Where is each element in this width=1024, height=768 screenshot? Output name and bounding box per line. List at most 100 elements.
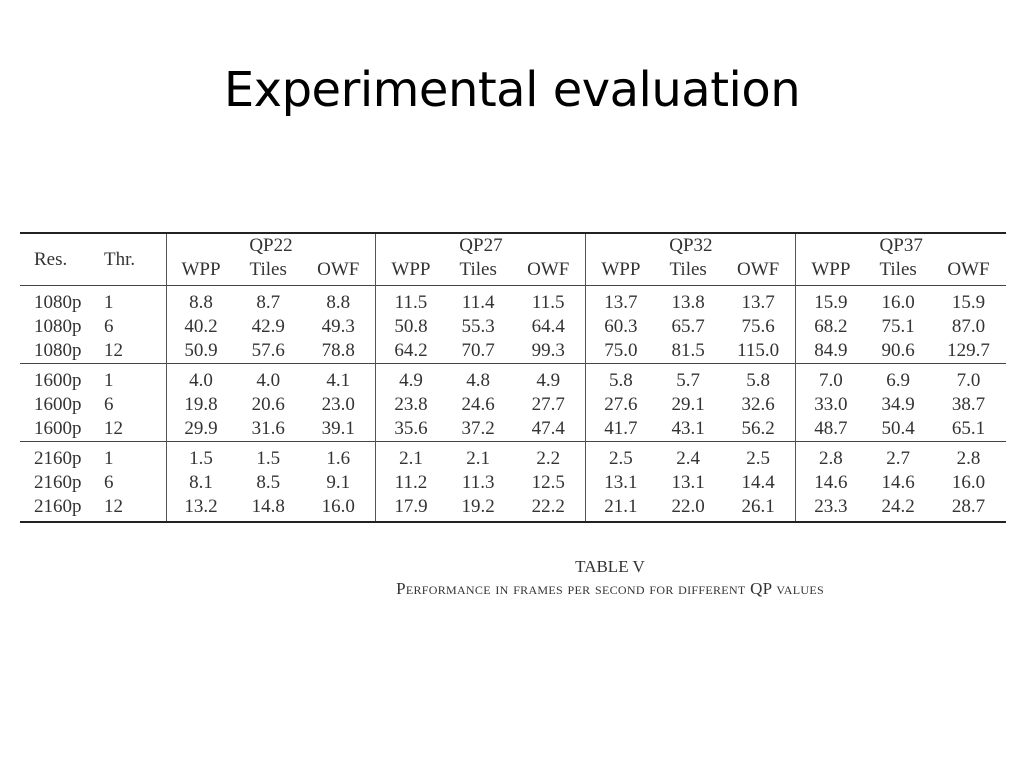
table-cell: 6.9 — [865, 363, 931, 393]
table-cell: 16.0 — [300, 495, 376, 523]
table-cell: 27.6 — [585, 393, 656, 417]
table-cell: 13.7 — [585, 285, 656, 315]
table-cell: 26.1 — [720, 495, 796, 523]
header-res: Res. — [20, 232, 104, 286]
table-cell: 35.6 — [375, 417, 446, 442]
table-cell: 2.2 — [510, 441, 586, 471]
table-cell: 33.0 — [795, 393, 866, 417]
table-cell: 115.0 — [737, 340, 780, 361]
table-cell: 19.2 — [445, 495, 511, 523]
cell-resolution: 1080p — [34, 340, 82, 361]
table-cell: 99.3 — [531, 340, 565, 361]
table-row: 2160p 1 1.5 1.5 1.6 2.1 2.1 2.2 2.5 2.4 2.5 2.8 2.7 2… — [20, 441, 1006, 471]
table-cell: 21.1 — [585, 495, 656, 523]
table-cell: 12.5 — [531, 472, 565, 493]
table-cell: 39.1 — [321, 418, 355, 439]
table-cell: 29.1 — [671, 394, 705, 415]
header-thr: Thr. — [104, 232, 166, 286]
table-cell: 43.1 — [671, 418, 705, 439]
table-cell: 56.2 — [741, 418, 775, 439]
table-cell: 23.0 — [321, 394, 355, 415]
table-cell: 14.8 — [235, 495, 301, 523]
header-subrow: WPP Tiles OWF WPP Tiles OWF WPP Tiles OWF WPP Tile… — [20, 258, 1006, 286]
table-cell: 50.4 — [881, 418, 915, 439]
table-caption-text: Performance in frames per second for dif… — [396, 579, 824, 598]
table-cell: 9.1 — [326, 472, 351, 493]
cell-resolution: 1600p — [34, 394, 82, 415]
table-cell: 15.9 — [795, 285, 866, 315]
table-cell: 1.5 — [165, 441, 236, 471]
table-cell: 49.3 — [321, 316, 355, 337]
cell-threads: 12 — [104, 495, 166, 523]
table-cell: 8.7 — [235, 285, 301, 315]
header-sub-owf: OWF — [317, 259, 360, 280]
header-sub-wpp: WPP — [165, 258, 236, 286]
table-cell: 2.8 — [930, 441, 1006, 471]
table-row: 1080p 6 40.2 42.9 49.3 50.8 55.3 64.4 60.3 65.7 75… — [20, 315, 1006, 339]
table-cell: 47.4 — [531, 418, 565, 439]
cell-resolution: 1600p — [34, 418, 82, 439]
cell-threads: 1 — [104, 441, 166, 471]
table-cell: 11.5 — [510, 285, 586, 315]
table-cell: 7.0 — [795, 363, 866, 393]
header-qp-group: QP37 — [795, 232, 1006, 258]
table-cell: 27.7 — [531, 394, 565, 415]
table-cell: 11.3 — [461, 472, 495, 493]
table-cell: 8.8 — [300, 285, 376, 315]
header-sub-tiles: Tiles — [879, 259, 917, 280]
table-cell: 4.9 — [375, 363, 446, 393]
table-cell: 13.2 — [165, 495, 236, 523]
table-cell: 24.2 — [865, 495, 931, 523]
table-cell: 38.7 — [951, 394, 986, 415]
table-cell: 23.3 — [795, 495, 866, 523]
table-cell: 16.0 — [951, 472, 986, 493]
table-cell: 2.8 — [795, 441, 866, 471]
header-sub-tiles: Tiles — [459, 259, 497, 280]
table-cell: 22.2 — [510, 495, 586, 523]
table-cell: 42.9 — [251, 316, 285, 337]
header-sub-owf: OWF — [737, 259, 780, 280]
cell-threads: 1 — [104, 285, 166, 315]
table-label: TABLE V — [575, 557, 645, 576]
table-cell: 2.5 — [585, 441, 656, 471]
table-cell: 8.8 — [165, 285, 236, 315]
table-cell: 5.8 — [720, 363, 796, 393]
table-row: 1080p 12 50.9 57.6 78.8 64.2 70.7 99.3 75.0 81.5 1… — [20, 339, 1006, 364]
table-cell: 32.6 — [741, 394, 775, 415]
table-row: 2160p 12 13.2 14.8 16.0 17.9 19.2 22.2 21.1 22.0 2… — [20, 495, 1006, 523]
table-cell: 4.0 — [235, 363, 301, 393]
header-sub-owf: OWF — [527, 259, 570, 280]
table-cell: 129.7 — [947, 340, 990, 361]
cell-threads: 12 — [104, 340, 123, 361]
table-cell: 1.5 — [235, 441, 301, 471]
table-cell: 15.9 — [930, 285, 1006, 315]
table-row: 1600p 12 29.9 31.6 39.1 35.6 37.2 47.4 41.7 43.1 5… — [20, 417, 1006, 442]
table-row: 1600p 1 4.0 4.0 4.1 4.9 4.8 4.9 5.8 5.7 5.8 7.0 6.9 7… — [20, 363, 1006, 393]
table-cell: 4.9 — [510, 363, 586, 393]
header-qp-group: QP32 — [585, 232, 796, 258]
performance-table: Res. Thr. QP22 QP27 QP32 QP37 WPP Tiles OWF WPP Ti… — [20, 232, 1006, 523]
cell-resolution: 1080p — [20, 285, 104, 315]
table-cell: 2.1 — [375, 441, 446, 471]
table-cell: 81.5 — [671, 340, 705, 361]
table-cell: 40.2 — [165, 315, 236, 339]
table-cell: 11.2 — [375, 471, 446, 495]
table-caption: TABLE V Performance in frames per second… — [230, 556, 990, 600]
slide-title: Experimental evaluation — [223, 62, 801, 118]
header-sub-tiles: Tiles — [669, 259, 707, 280]
table-cell: 7.0 — [930, 363, 1006, 393]
table-cell: 11.4 — [445, 285, 511, 315]
table-cell: 64.4 — [531, 316, 565, 337]
table-cell: 13.8 — [655, 285, 721, 315]
table-cell: 4.8 — [445, 363, 511, 393]
table-cell: 5.8 — [585, 363, 656, 393]
header-sub-wpp: WPP — [375, 258, 446, 286]
table-cell: 37.2 — [461, 418, 495, 439]
header-sub-tiles: Tiles — [249, 259, 287, 280]
table-cell: 55.3 — [461, 316, 495, 337]
table-row: 1080p 1 8.8 8.7 8.8 11.5 11.4 11.5 13.7 13.8 13.7 1… — [20, 285, 1006, 315]
table-cell: 1.6 — [300, 441, 376, 471]
cell-resolution: 1080p — [34, 316, 82, 337]
table-cell: 28.7 — [930, 495, 1006, 523]
table-cell: 75.0 — [585, 339, 656, 364]
